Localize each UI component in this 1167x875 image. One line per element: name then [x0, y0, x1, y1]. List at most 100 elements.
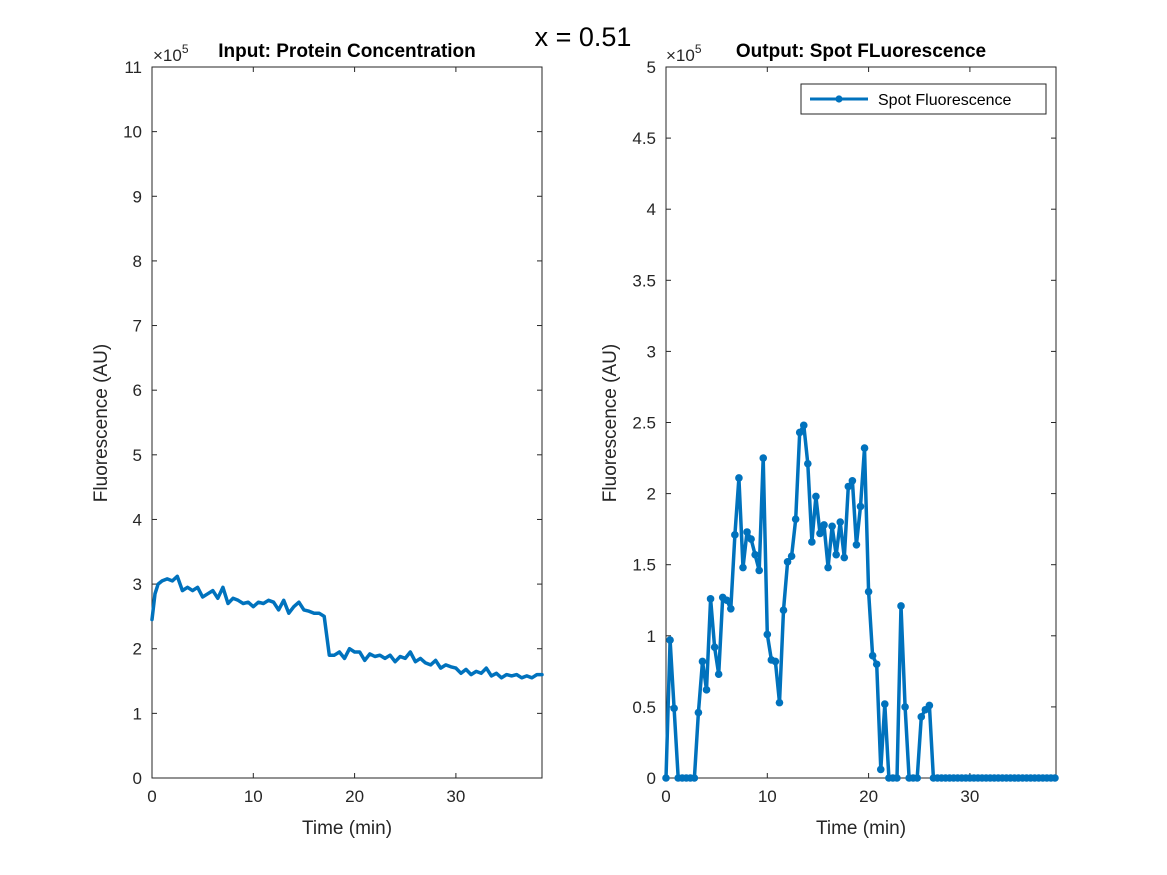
- left-y-tick-label: 6: [133, 381, 142, 400]
- right-data-point: [848, 477, 857, 485]
- right-x-tick-label: 30: [960, 787, 979, 806]
- right-data-point: [662, 774, 670, 782]
- left-y-tick-label: 10: [123, 123, 142, 142]
- right-axes-box: [665, 66, 1057, 779]
- left-y-tick-label: 3: [133, 575, 142, 594]
- left-y-tick-label: 11: [124, 58, 142, 77]
- right-data-point: [670, 704, 678, 713]
- right-data-point: [743, 528, 751, 536]
- right-y-multiplier: ×105: [666, 42, 702, 65]
- right-data-point: [783, 558, 792, 566]
- right-data-point: [795, 428, 804, 437]
- left-y-multiplier: ×105: [153, 42, 189, 65]
- right-plot-area: 0 10 20 30 0 0.5 1 1.5 2 2.5 3 3.5 4 4.5 5: [632, 58, 1059, 806]
- right-data-point: [702, 686, 711, 694]
- left-x-axis-label: Time (min): [302, 818, 392, 839]
- right-data-point: [864, 587, 873, 596]
- right-y-tick-label: 1: [647, 627, 656, 646]
- right-data-point: [739, 563, 747, 572]
- left-y-axis-label: Fluorescence (AU): [91, 344, 112, 502]
- right-data-point: [751, 550, 759, 559]
- right-y-tick-label: 3.5: [632, 271, 656, 290]
- right-data-point: [1051, 774, 1059, 782]
- right-data-point: [735, 474, 743, 482]
- right-data-point: [747, 535, 755, 543]
- right-y-tick-label: 5: [647, 58, 656, 77]
- left-y-tick-label: 8: [133, 252, 142, 271]
- right-y-tick-label: 4.5: [632, 129, 656, 148]
- right-y-tick-label: 2.5: [632, 414, 656, 433]
- input-protein-panel: Input: Protein Concentration 0 10 20 30 0 1 2 3…: [91, 41, 544, 839]
- right-data-point: [808, 538, 816, 546]
- right-data-point: [925, 701, 934, 710]
- left-x-tick-label: 30: [446, 787, 465, 806]
- right-data-point: [666, 636, 674, 644]
- right-y-tick-label: 0.5: [632, 698, 656, 717]
- left-plot-area: 0 10 20 30 0 1 2 3 4 5 6 7 8 9 10 11: [123, 58, 544, 806]
- right-y-axis-label: Fluorescence (AU): [600, 344, 621, 502]
- right-data-point: [812, 492, 820, 501]
- left-x-tick-label: 10: [244, 787, 263, 806]
- right-data-point: [832, 550, 840, 559]
- right-x-axis-label: Time (min): [816, 818, 906, 839]
- right-data-point: [779, 606, 788, 615]
- right-data-point: [706, 595, 715, 603]
- right-x-tick-label: 20: [859, 787, 878, 806]
- right-data-point: [897, 602, 905, 610]
- legend-entry-spot-fluorescence: Spot Fluorescence: [878, 92, 1012, 109]
- right-data-point: [759, 454, 768, 462]
- right-data-point: [775, 698, 784, 707]
- left-y-tick-label: 4: [133, 510, 142, 529]
- right-data-point: [901, 703, 909, 711]
- right-data-point: [787, 552, 796, 560]
- right-data-point: [755, 566, 763, 575]
- right-data-point: [722, 596, 731, 605]
- right-data-point: [771, 657, 780, 666]
- right-data-point: [731, 531, 739, 539]
- legend: Spot Fluorescence: [800, 83, 1047, 115]
- left-y-multiplier-exponent: 5: [182, 42, 189, 56]
- right-data-point: [710, 643, 719, 651]
- right-data-point: [913, 774, 922, 782]
- left-y-tick-label: 0: [133, 769, 142, 788]
- right-data-point: [820, 521, 828, 529]
- right-data-point: [860, 444, 869, 452]
- right-y-tick-label: 3: [647, 342, 656, 361]
- right-data-point: [690, 774, 699, 782]
- right-panel-title: Output: Spot FLuorescence: [736, 41, 986, 62]
- right-y-multiplier-base: ×10: [666, 46, 695, 65]
- right-data-point: [876, 765, 885, 774]
- right-data-point: [868, 651, 877, 660]
- right-x-tick-label: 10: [758, 787, 777, 806]
- right-y-tick-label: 1.5: [632, 556, 656, 575]
- right-data-point: [804, 459, 812, 468]
- left-y-tick-label: 1: [133, 704, 142, 723]
- right-data-point: [727, 604, 735, 613]
- right-data-point: [694, 708, 703, 717]
- right-data-point: [836, 518, 845, 526]
- right-data-point: [852, 540, 861, 549]
- right-data-point: [714, 670, 723, 678]
- left-y-tick-label: 2: [133, 640, 142, 659]
- right-data-point: [763, 630, 772, 639]
- right-data-point: [917, 713, 926, 721]
- right-y-tick-label: 0: [647, 769, 656, 788]
- left-y-tick-label: 7: [133, 317, 142, 336]
- right-data-point: [840, 553, 849, 562]
- right-data-point: [828, 522, 836, 531]
- left-axes-box: [151, 66, 543, 779]
- left-x-tick-label: 0: [147, 787, 156, 806]
- right-data-point: [816, 529, 824, 538]
- right-y-multiplier-exponent: 5: [695, 42, 702, 56]
- left-series-line: [150, 574, 544, 680]
- right-data-point: [698, 657, 707, 666]
- right-data-point: [791, 515, 800, 523]
- right-data-point: [881, 700, 889, 708]
- right-data-point: [799, 421, 808, 430]
- left-panel-title: Input: Protein Concentration: [218, 41, 476, 62]
- right-data-point: [856, 502, 865, 511]
- right-y-tick-label: 4: [647, 200, 656, 219]
- right-data-point: [872, 660, 881, 669]
- legend-marker-swatch: [835, 95, 843, 103]
